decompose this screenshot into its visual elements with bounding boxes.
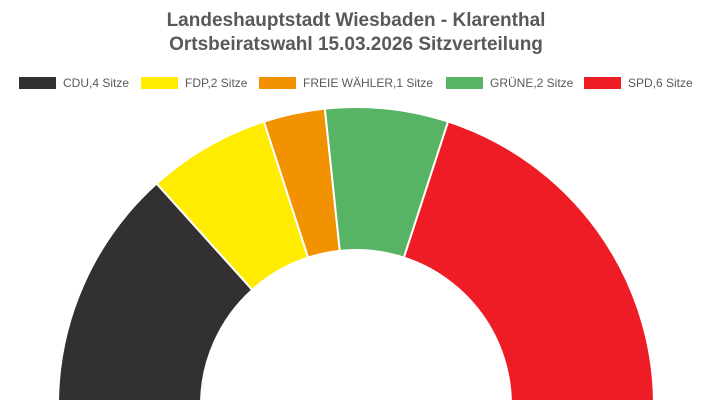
segment-cdu[interactable]: [57, 182, 254, 400]
legend-item-gruene[interactable]: GRÜNE,2 Sitze: [446, 74, 573, 92]
legend-swatch-freie-waehler: [259, 77, 296, 89]
legend-label-freie-waehler: FREIE WÄHLER,1 Sitze: [303, 76, 434, 90]
legend-swatch-cdu: [19, 77, 56, 89]
legend-item-freie-waehler[interactable]: FREIE WÄHLER,1 Sitze: [259, 74, 433, 92]
legend-label-gruene: GRÜNE,2 Sitze: [490, 76, 574, 90]
legend-item-cdu[interactable]: CDU,4 Sitze: [19, 74, 129, 92]
chart-title: Landeshauptstadt Wiesbaden - Klarenthal: [166, 10, 546, 31]
chart-legend: CDU,4 Sitze FDP,2 Sitze FREIE WÄHLER,1 S…: [0, 74, 712, 92]
legend-label-fdp: FDP,2 Sitze: [185, 76, 248, 90]
legend-swatch-gruene: [446, 77, 483, 89]
legend-item-spd[interactable]: SPD,6 Sitze: [584, 74, 693, 92]
legend-item-fdp[interactable]: FDP,2 Sitze: [141, 74, 247, 92]
legend-swatch-fdp: [141, 77, 178, 89]
chart-subtitle: Ortsbeiratswahl 15.03.2026 Sitzverteilun…: [169, 34, 543, 55]
chart-segments: [57, 106, 655, 400]
segment-spd[interactable]: [402, 120, 655, 400]
legend-swatch-spd: [584, 77, 621, 89]
legend-label-cdu: CDU,4 Sitze: [63, 76, 130, 90]
legend-label-spd: SPD,6 Sitze: [628, 76, 693, 90]
